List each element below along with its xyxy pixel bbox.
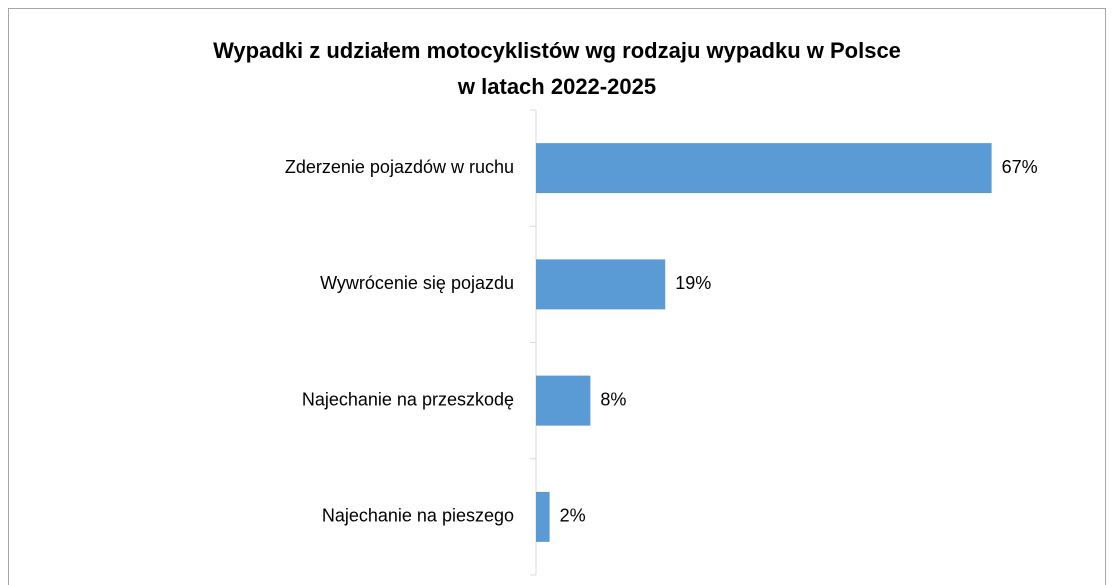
data-label: 67% (1002, 157, 1038, 177)
chart-title: Wypadki z udziałem motocyklistów wg rodz… (213, 38, 901, 63)
data-label: 8% (600, 389, 626, 409)
data-label: 2% (560, 506, 586, 526)
data-label: 19% (675, 273, 711, 293)
bar (536, 259, 666, 310)
y-tick-label: Wywrócenie się pojazdu (320, 273, 514, 293)
y-tick-label: Zderzenie pojazdów w ruchu (285, 157, 514, 177)
y-tick-label: Najechanie na przeszkodę (302, 389, 514, 409)
chart-title: w latach 2022-2025 (457, 74, 656, 99)
y-tick-label: Najechanie na pieszego (322, 506, 514, 526)
bar (536, 375, 591, 426)
bar (536, 491, 550, 542)
bar (536, 143, 992, 194)
